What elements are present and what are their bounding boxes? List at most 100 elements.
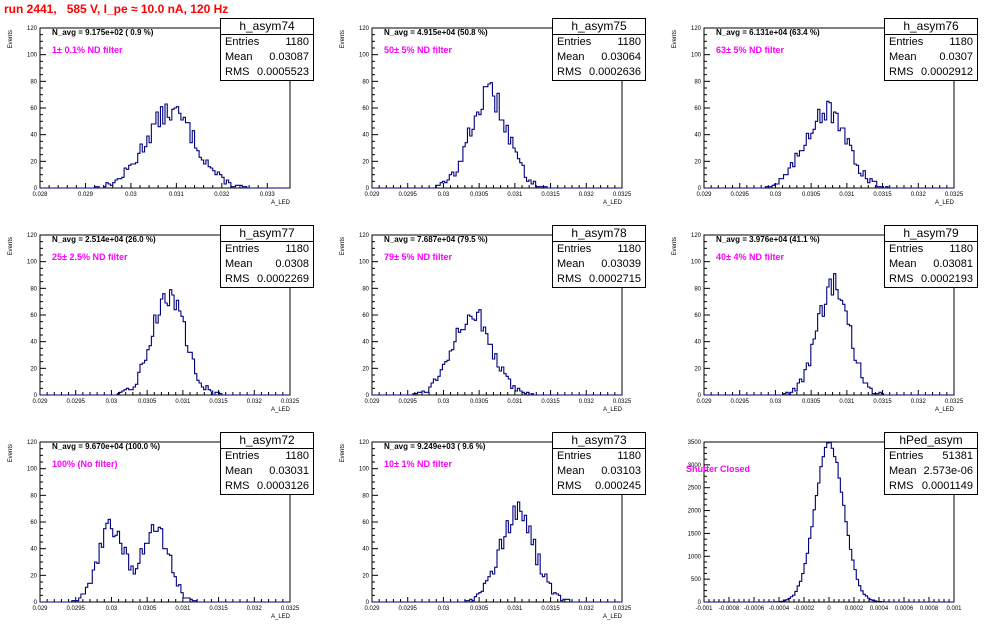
y-axis-title: Events [672,237,678,255]
y-axis-title: Events [8,30,14,48]
x-axis-title: A_LED [271,200,291,206]
navg-label: N_avg = 9.175e+02 ( 0.9 %) [52,28,154,37]
x-tick-label: 0.029 [32,606,48,612]
x-axis-title: A_LED [603,200,623,206]
x-tick-label: 0.0315 [541,606,560,612]
histogram-line [704,442,954,603]
stat-key: RMS [557,66,582,78]
stat-value: 0.0005523 [257,66,309,78]
y-tick-label: 0 [366,393,370,399]
stat-row-mean: Mean 0.03031 [221,464,313,479]
y-tick-label: 40 [694,340,701,346]
stat-row-entries: Entries 1180 [221,35,313,50]
x-tick-label: 0.031 [507,606,523,612]
stat-row-entries: Entries 1180 [885,242,977,257]
stat-box: h_asym78 Entries 1180 Mean 0.03039 RMS 0.00027… [552,225,646,288]
stat-box: h_asym75 Entries 1180 Mean 0.03064 RMS 0.00026… [552,18,646,81]
histogram-line [372,309,622,396]
stat-key: RMS [557,480,582,492]
stat-key: RMS [889,480,914,492]
stat-row-mean: Mean 0.0308 [221,257,313,272]
x-tick-label: 0.03 [125,192,137,198]
stat-value: 0.03103 [601,465,641,477]
stat-value: 0.0003126 [257,480,309,492]
histogram-line [372,82,622,189]
y-tick-label: 120 [27,26,38,32]
y-tick-label: 0 [698,186,702,192]
stat-value: 1180 [617,36,641,48]
stat-value: 1180 [949,36,973,48]
y-tick-label: 60 [362,313,369,319]
x-tick-label: 0.03 [438,399,450,405]
stat-box: hPed_asym Entries 51381 Mean 2.573e-06 RMS 0.0… [884,432,978,495]
x-tick-label: 0.0002 [845,606,864,612]
y-tick-label: 0 [698,393,702,399]
x-tick-label: 0.0305 [138,606,157,612]
x-tick-label: 0.0315 [209,606,228,612]
stat-key: RMS [557,273,582,285]
x-axis-title: A_LED [271,407,291,413]
stat-row-rms: RMS 0.000245 [553,479,645,494]
stat-key: Mean [225,465,253,477]
x-tick-label: 0.03 [770,399,782,405]
stat-key: Entries [557,243,592,255]
histogram-pad-h_asym77: 0 20 40 60 80 100 120 0.029 0.0295 0.03 0.0305 0.03… [0,215,332,422]
x-tick-label: 0.03 [438,606,450,612]
filter-annotation: 79± 5% ND filter [384,252,452,262]
x-tick-label: 0.0305 [138,399,157,405]
y-tick-label: 120 [359,233,370,239]
stat-row-mean: Mean 0.03081 [885,257,977,272]
y-tick-label: 100 [359,53,370,59]
stat-box-title: h_asym73 [553,433,645,449]
y-tick-label: 120 [691,233,702,239]
stat-row-rms: RMS 0.0003126 [221,479,313,494]
stat-row-rms: RMS 0.0002636 [553,65,645,80]
stat-key: RMS [225,480,250,492]
histogram-pad-h_asym73: 0 20 40 60 80 100 120 0.029 0.0295 0.03 0.0305 0.03… [332,422,664,629]
navg-label: N_avg = 9.670e+04 (100.0 %) [52,442,161,451]
y-tick-label: 120 [359,440,370,446]
filter-annotation: 10± 1% ND filter [384,459,452,469]
stat-value: 0.0001149 [921,480,973,492]
stat-row-mean: Mean 0.03103 [553,464,645,479]
x-tick-label: 0.0295 [67,606,86,612]
stat-box: h_asym73 Entries 1180 Mean 0.03103 RMS 0.00024… [552,432,646,495]
stat-key: Mean [557,258,585,270]
stat-value: 0.000245 [595,480,641,492]
stat-value: 0.03087 [269,51,309,63]
y-tick-label: 20 [362,366,369,372]
y-tick-label: 20 [362,573,369,579]
x-tick-label: 0.032 [911,192,927,198]
stat-row-rms: RMS 0.0005523 [221,65,313,80]
x-tick-label: 0.031 [507,399,523,405]
stat-row-entries: Entries 1180 [221,449,313,464]
x-tick-label: -0.0004 [769,606,790,612]
stat-box-title: h_asym75 [553,19,645,35]
y-tick-label: 20 [30,573,37,579]
x-tick-label: 0.031 [507,192,523,198]
x-axis-title: A_LED [935,407,955,413]
y-tick-label: 500 [691,577,702,583]
stat-value: 0.03064 [601,51,641,63]
stat-key: RMS [889,273,914,285]
x-tick-label: 0.0305 [802,399,821,405]
x-tick-label: 0.0325 [945,192,964,198]
stat-box-title: hPed_asym [885,433,977,449]
x-tick-label: 0.031 [169,192,185,198]
y-tick-label: 2500 [688,486,702,492]
stat-value: 51381 [942,450,973,462]
stat-key: Mean [225,258,253,270]
filter-annotation: 25± 2.5% ND filter [52,252,128,262]
stat-row-rms: RMS 0.0002912 [885,65,977,80]
stat-row-entries: Entries 1180 [221,242,313,257]
x-tick-label: 0.029 [696,192,712,198]
stat-key: Entries [557,450,592,462]
y-tick-label: 40 [362,133,369,139]
stat-value: 0.0002715 [589,273,641,285]
stat-key: Mean [557,465,585,477]
x-tick-label: -0.0002 [794,606,815,612]
x-tick-label: 0.0315 [541,192,560,198]
stat-value: 0.0002912 [921,66,973,78]
stat-box: h_asym79 Entries 1180 Mean 0.03081 RMS 0.00021… [884,225,978,288]
y-tick-label: 40 [30,133,37,139]
